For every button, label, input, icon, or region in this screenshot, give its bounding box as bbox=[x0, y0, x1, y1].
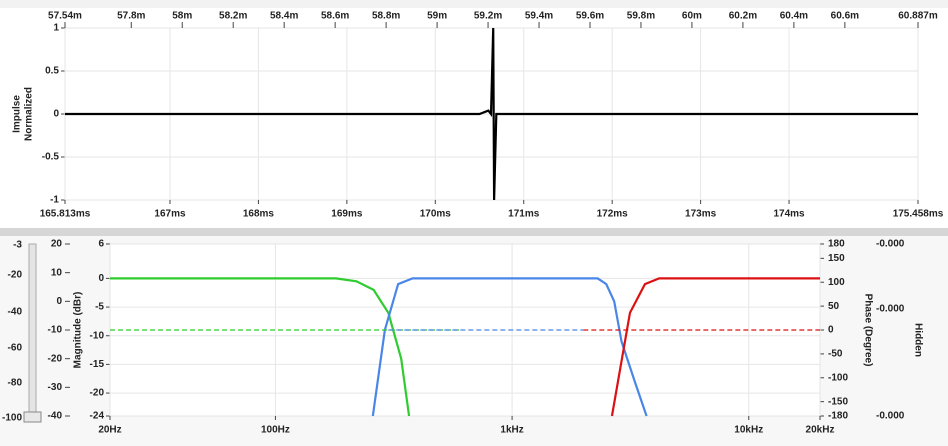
y2-tick-label: -150 bbox=[828, 396, 848, 407]
x-tick-label: 165.813ms bbox=[40, 209, 91, 220]
y-tick-label: 0 bbox=[53, 109, 59, 120]
y2-tick-label: -100 bbox=[828, 372, 848, 383]
y2-tick-label: -180 bbox=[828, 411, 848, 422]
level-scale-label: -20 bbox=[8, 270, 23, 281]
slider-track bbox=[28, 243, 37, 421]
x-tick-label: 10kHz bbox=[734, 425, 763, 436]
x-tick-label: 170ms bbox=[420, 209, 452, 220]
y-tick-label: -1 bbox=[50, 195, 59, 206]
gain-scale-label: -30 bbox=[48, 382, 63, 393]
y-tick-label: -24 bbox=[90, 411, 105, 422]
readout: -0.000 bbox=[876, 239, 905, 250]
separator bbox=[0, 228, 948, 236]
x-tick-label: 174ms bbox=[773, 209, 805, 220]
x-tick-label: 168ms bbox=[243, 209, 275, 220]
x2-tick-label: 58m bbox=[172, 11, 192, 22]
x2-tick-label: 58.2m bbox=[219, 11, 247, 22]
x-tick-label: 167ms bbox=[154, 209, 186, 220]
x-tick-label: 171ms bbox=[508, 209, 540, 220]
y2-axis-title: Phase (Degree) bbox=[862, 294, 873, 367]
x2-tick-label: 59.8m bbox=[627, 11, 655, 22]
y-axis-title: Normalized bbox=[24, 87, 35, 141]
level-scale-label: -100 bbox=[2, 413, 22, 424]
y-axis-title: Magnitude (dBr) bbox=[73, 292, 84, 369]
y2-tick-label: 50 bbox=[828, 301, 840, 312]
level-scale-label: -60 bbox=[8, 343, 23, 354]
gain-scale-label: 0 bbox=[56, 296, 62, 307]
x2-tick-label: 59.2m bbox=[474, 11, 502, 22]
x2-tick-label: 57.54m bbox=[48, 11, 82, 22]
x2-tick-label: 60.4m bbox=[780, 11, 808, 22]
y-tick-label: -0.5 bbox=[42, 152, 60, 163]
x2-tick-label: 57.8m bbox=[117, 11, 145, 22]
gain-scale-label: -20 bbox=[48, 353, 63, 364]
x-tick-label: 173ms bbox=[685, 209, 717, 220]
x-tick-label: 20Hz bbox=[98, 425, 121, 436]
data-line bbox=[65, 27, 918, 201]
data-line bbox=[371, 277, 648, 417]
x2-tick-label: 60.2m bbox=[729, 11, 757, 22]
y2-tick-label: 150 bbox=[828, 253, 845, 264]
x2-tick-label: 58.6m bbox=[321, 11, 349, 22]
x2-tick-label: 60m bbox=[682, 11, 702, 22]
y-tick-label: 1 bbox=[53, 23, 59, 34]
x2-tick-label: 58.4m bbox=[270, 11, 298, 22]
gain-scale-label: -10 bbox=[48, 325, 63, 336]
x-tick-label: 172ms bbox=[597, 209, 629, 220]
y2-tick-label: -50 bbox=[828, 349, 843, 360]
level-scale-label: -3 bbox=[13, 240, 22, 251]
readout: -0.000 bbox=[876, 304, 905, 315]
level-scale-label: -40 bbox=[8, 307, 23, 318]
gain-scale-label: 20 bbox=[51, 239, 63, 250]
x-tick-label: 1kHz bbox=[500, 425, 523, 436]
x2-tick-label: 59.6m bbox=[576, 11, 604, 22]
data-line bbox=[610, 277, 820, 417]
x-tick-label: 175.458ms bbox=[893, 209, 944, 220]
x2-tick-label: 59.4m bbox=[525, 11, 553, 22]
y-tick-label: 6 bbox=[98, 239, 104, 250]
y-tick-label: -5 bbox=[95, 302, 104, 313]
x-tick-label: 20kHz bbox=[806, 425, 835, 436]
y-tick-label: 0.5 bbox=[45, 66, 59, 77]
y2-tick-label: 100 bbox=[828, 277, 845, 288]
x2-tick-label: 60.6m bbox=[831, 11, 859, 22]
x2-tick-label: 60.887m bbox=[898, 11, 938, 22]
x2-tick-label: 59m bbox=[427, 11, 447, 22]
x-tick-label: 100Hz bbox=[261, 425, 290, 436]
slider-thumb[interactable] bbox=[23, 411, 42, 423]
level-scale-label: -80 bbox=[8, 378, 23, 389]
y-tick-label: -10 bbox=[90, 330, 105, 341]
y2-tick-label: 0 bbox=[828, 325, 834, 336]
y-tick-label: -15 bbox=[90, 359, 105, 370]
hidden-label: Hidden bbox=[912, 323, 923, 357]
y2-tick-label: 180 bbox=[828, 239, 845, 250]
readout: -0.000 bbox=[876, 411, 905, 422]
y-tick-label: 0 bbox=[98, 273, 104, 284]
x2-tick-label: 58.8m bbox=[372, 11, 400, 22]
data-line bbox=[110, 277, 411, 417]
gain-scale-label: -40 bbox=[48, 411, 63, 422]
gain-scale-label: 10 bbox=[51, 267, 63, 278]
y-axis-title: Impulse bbox=[12, 95, 23, 133]
y-tick-label: -20 bbox=[90, 388, 105, 399]
x-tick-label: 169ms bbox=[331, 209, 363, 220]
